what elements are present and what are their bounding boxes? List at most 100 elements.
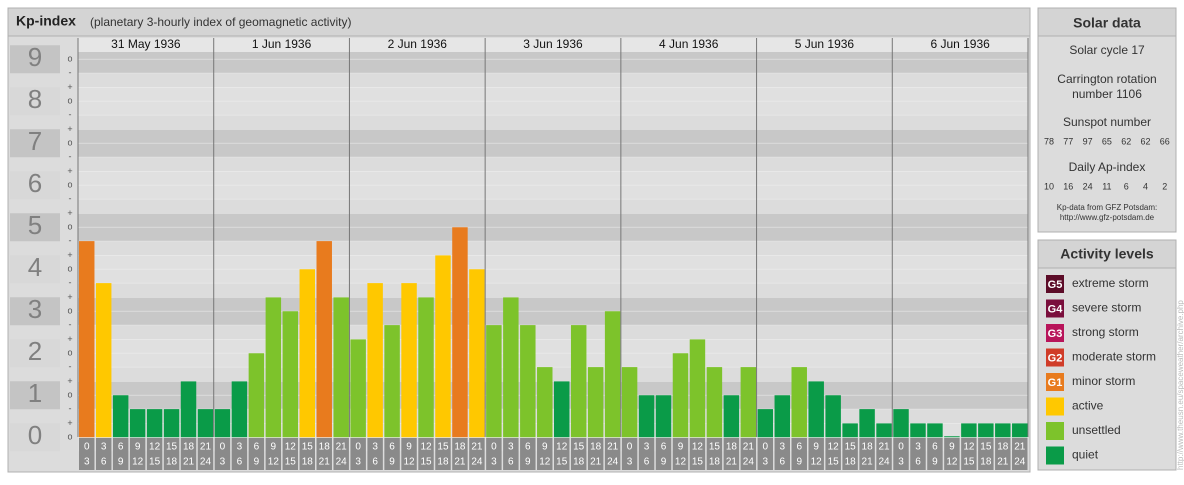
minor-tick-label: + [67,376,72,386]
bar [859,409,875,438]
hour-label: 15 [302,442,314,453]
bar [316,241,332,438]
hour-label: 18 [302,457,314,468]
minor-tick-label: - [69,151,72,161]
hour-label: 24 [607,457,619,468]
hour-cell [893,438,909,470]
hour-cell [401,438,417,470]
hour-label: 9 [932,457,938,468]
hour-label: 6 [508,457,514,468]
hour-cell [248,438,265,470]
hour-label: 24 [1014,457,1026,468]
hour-label: 21 [743,442,755,453]
sunspot-value: 65 [1102,136,1112,146]
bar [214,409,231,438]
bar [1012,423,1028,438]
bar [486,325,502,438]
hour-cell [129,438,146,470]
minor-tick-label: + [67,124,72,134]
hour-label: 18 [997,442,1009,453]
hour-label: 15 [166,442,178,453]
hour-label: 24 [743,457,755,468]
hour-cell [95,438,112,470]
hour-cell [825,438,841,470]
minor-tick-label: o [67,138,72,148]
hour-cell [350,438,366,470]
y-tick-label: 6 [28,168,42,198]
bar [197,409,214,438]
bar [537,367,553,438]
bar [146,409,163,438]
hour-label: 0 [84,442,90,453]
hour-label: 9 [525,457,531,468]
hour-label: 15 [149,457,161,468]
bar [791,367,807,438]
hour-label: 6 [661,442,667,453]
panel-title: Solar data [1073,15,1141,31]
hour-label: 9 [118,457,124,468]
solar-header [1037,7,1177,37]
y-label-cell [10,381,60,410]
hour-cell [79,438,95,470]
hour-cell [520,438,536,470]
level-swatch [1046,348,1064,367]
hour-label: 6 [779,457,785,468]
hour-label: 0 [898,442,904,453]
hour-label: 18 [319,442,331,453]
y-tick-label: 2 [28,336,42,366]
hour-label: 18 [845,457,857,468]
bar [978,423,994,438]
minor-tick-label: o [67,222,72,232]
hour-label: 0 [491,442,497,453]
level-label: minor storm [1072,374,1135,388]
hour-label: 12 [132,457,144,468]
hour-label: 6 [915,457,921,468]
bar [452,227,468,438]
subtitle: (planetary 3-hourly index of geomagnetic… [90,15,351,29]
hour-label: 9 [406,442,412,453]
bar [621,367,638,438]
hour-label: 6 [932,442,938,453]
hour-label: 6 [237,457,243,468]
level-swatch [1046,446,1064,465]
hour-cell [503,438,519,470]
bar [689,339,706,438]
level-label: active [1072,399,1104,413]
hour-cell [265,438,282,470]
minor-tick-label: o [67,432,72,442]
y-label-cell [10,45,60,74]
hour-label: 15 [692,457,704,468]
bar [655,395,672,438]
hour-label: 12 [946,457,958,468]
carrington: Carrington rotation [1057,72,1156,86]
y-tick-label: 0 [28,420,42,450]
hour-cell [995,438,1011,470]
minor-tick-label: - [69,277,72,287]
title: Kp-index [16,13,76,29]
bar [350,339,366,438]
hour-cell [978,438,994,470]
hour-cell [112,438,129,470]
carrington: number 1106 [1072,87,1142,101]
bar [876,423,892,438]
hour-cell [316,438,332,470]
bar [503,297,519,438]
level-label: severe storm [1072,301,1141,315]
hour-label: 12 [692,442,704,453]
bar [79,241,95,438]
hour-label: 3 [101,442,107,453]
hour-label: 18 [437,457,449,468]
hour-label: 6 [525,442,531,453]
hour-cell [842,438,858,470]
date-label: 6 Jun 1936 [930,37,990,51]
hour-label: 18 [709,457,721,468]
hour-label: 3 [763,457,769,468]
bar [554,381,570,438]
hour-label: 12 [828,442,840,453]
minor-tick-label: + [67,208,72,218]
y-label-cell [10,87,60,116]
hour-cell [231,438,248,470]
hour-label: 3 [84,457,90,468]
hour-label: 9 [271,442,277,453]
hour-label: 9 [796,457,802,468]
